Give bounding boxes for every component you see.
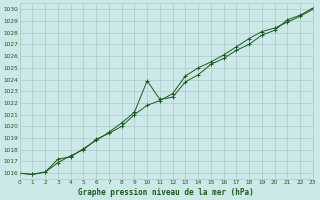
X-axis label: Graphe pression niveau de la mer (hPa): Graphe pression niveau de la mer (hPa)	[78, 188, 254, 197]
